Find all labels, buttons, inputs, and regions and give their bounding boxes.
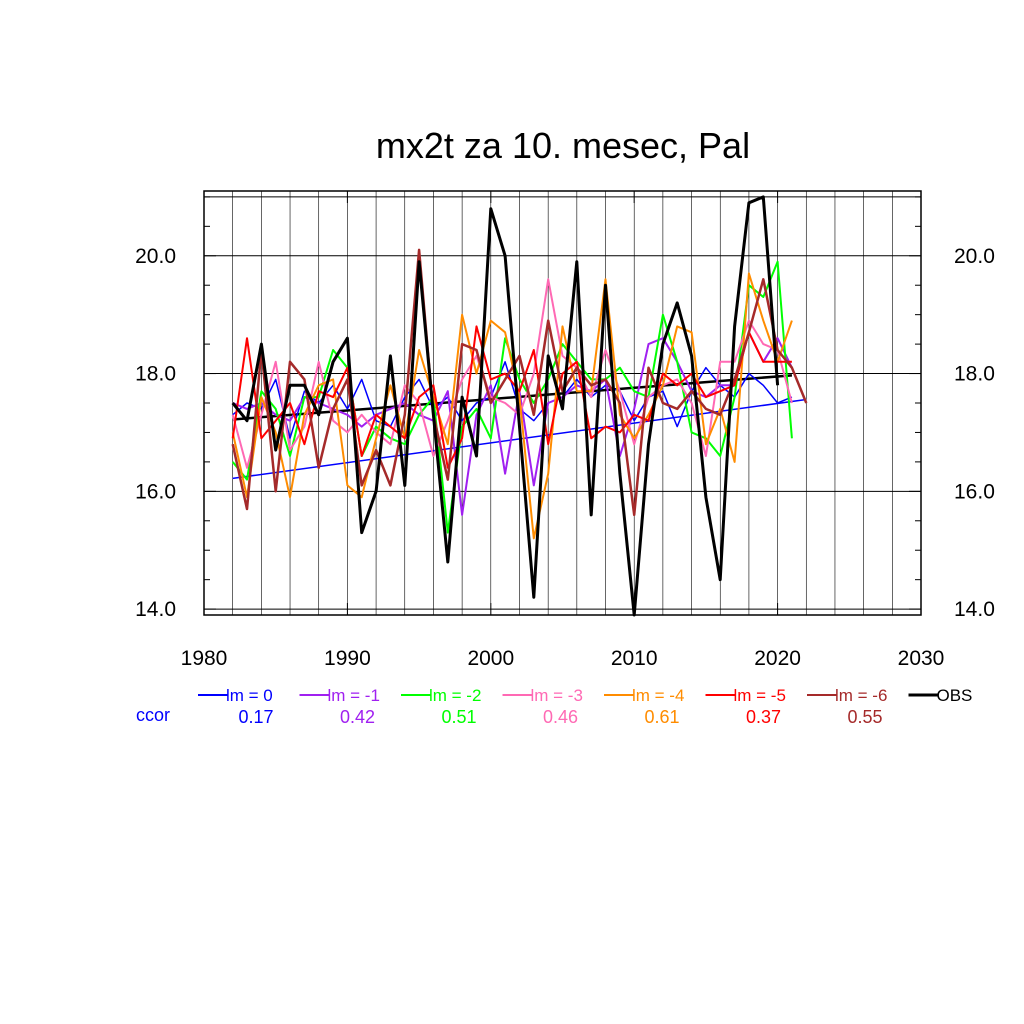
y-tick-label-right: 16.0 <box>954 480 995 503</box>
legend-entry: lm = -2 <box>429 686 481 705</box>
ccor-value: 0.37 <box>746 707 781 727</box>
y-tick-label-right: 14.0 <box>954 598 995 621</box>
axes: 14.0 14.0 16.0 16.0 18.0 18.0 20.0 20.0 1980 1990… <box>135 191 995 670</box>
legend-entry: lm = -5 <box>734 686 786 705</box>
y-tick-label-left: 14.0 <box>135 598 176 621</box>
x-tick-label: 1990 <box>324 647 371 670</box>
x-tick-label: 2000 <box>467 647 514 670</box>
series-lines <box>231 195 808 617</box>
ccor-value: 0.51 <box>441 707 476 727</box>
x-tick-label: 2010 <box>611 647 658 670</box>
chart-title: mx2t za 10. mesec, Pal <box>376 125 750 166</box>
y-tick-label-right: 18.0 <box>954 363 995 386</box>
legend-entry: OBS <box>937 686 973 705</box>
x-tick-label: 2020 <box>754 647 801 670</box>
series-line-obs <box>231 195 780 617</box>
legend-entry: lm = -4 <box>632 686 684 705</box>
ccor-value: 0.42 <box>340 707 375 727</box>
ccor-value: 0.17 <box>238 707 273 727</box>
ccor-value: 0.46 <box>543 707 578 727</box>
x-tick-label: 1980 <box>181 647 228 670</box>
legend-entry: lm = -3 <box>531 686 583 705</box>
legend-entry: lm = -6 <box>835 686 887 705</box>
y-tick-label-left: 20.0 <box>135 245 176 268</box>
y-tick-label-right: 20.0 <box>954 245 995 268</box>
series-line-lm-4 <box>231 272 793 540</box>
y-tick-label-left: 18.0 <box>135 363 176 386</box>
ccor-value: 0.61 <box>644 707 679 727</box>
ccor-value: 0.55 <box>847 707 882 727</box>
ccor-label: ccor <box>136 705 170 725</box>
legend-entry: lm = -1 <box>328 686 380 705</box>
series-line-lm-6 <box>231 248 808 517</box>
x-tick-label: 2030 <box>898 647 945 670</box>
legend-entry: lm = 0 <box>226 686 273 705</box>
legend: ccor lm = 0 0.17 lm = -1 0.42 lm = -2 0.51 lm =… <box>136 686 972 727</box>
series-line-lm-5 <box>231 325 792 469</box>
y-tick-label-left: 16.0 <box>135 480 176 503</box>
